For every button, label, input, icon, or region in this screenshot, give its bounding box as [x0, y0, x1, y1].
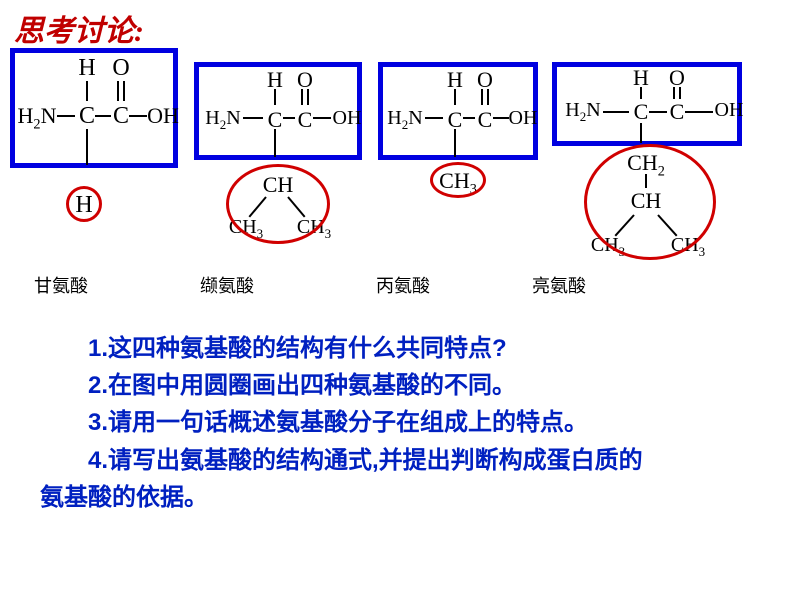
- atom-o: O: [112, 55, 129, 82]
- molecule-name: 甘氨酸: [34, 272, 88, 298]
- question-list: 1.这四种氨基酸的结构有什么共同特点? 2.在图中用圆圈画出四种氨基酸的不同。 …: [40, 330, 770, 516]
- bond: [640, 123, 642, 143]
- structure-box: H O H2N C C OH: [552, 62, 742, 146]
- atom-oh: OH: [333, 107, 362, 130]
- molecule-leucine: H O H2N C C OH CH2 CH CH3 CH3: [552, 48, 752, 168]
- bond: [685, 111, 713, 113]
- bond: [57, 115, 75, 117]
- bond: [425, 117, 443, 119]
- molecule-row: H O H2N C C OH H H O: [10, 48, 752, 168]
- structure-box: H O H2N C C OH: [378, 62, 538, 160]
- bond: [603, 111, 629, 113]
- atom-oh: OH: [147, 103, 179, 129]
- question-4: 4.请写出氨基酸的结构通式,并提出判断构成蛋白质的氨基酸的依据。: [40, 442, 770, 516]
- atom-c: C: [670, 99, 685, 125]
- bond: [95, 115, 111, 117]
- bond: [493, 117, 509, 119]
- molecule-glycine: H O H2N C C OH H: [10, 48, 188, 168]
- r-group-circle: [430, 162, 486, 198]
- bond: [454, 129, 456, 157]
- atom-h2n: H2N: [18, 103, 57, 133]
- bond: [86, 129, 88, 165]
- bond: [463, 117, 475, 119]
- page-title: 思考讨论:: [14, 6, 144, 50]
- atom-c: C: [79, 103, 95, 130]
- atom-oh: OH: [509, 107, 538, 130]
- molecule-valine: H O H2N C C OH CH CH3 CH3: [194, 48, 372, 168]
- atom-c: C: [298, 107, 313, 133]
- structure-box: H O H2N C C OH: [194, 62, 362, 160]
- molecule-name: 缬氨酸: [200, 272, 254, 298]
- bond: [129, 115, 147, 117]
- atom-o: O: [297, 67, 313, 93]
- bond: [649, 111, 667, 113]
- atom-h: H: [78, 55, 95, 82]
- molecule-name: 丙氨酸: [376, 272, 430, 298]
- bond: [274, 129, 276, 157]
- atom-c: C: [113, 103, 129, 130]
- question-1: 1.这四种氨基酸的结构有什么共同特点?: [40, 330, 770, 367]
- r-group-circle: [66, 186, 102, 222]
- bond: [313, 117, 331, 119]
- question-3: 3.请用一句话概述氨基酸分子在组成上的特点。: [40, 404, 770, 441]
- bond: [283, 117, 295, 119]
- atom-c: C: [634, 99, 649, 125]
- atom-h2n: H2N: [565, 99, 600, 125]
- structure-box: H O H2N C C OH: [10, 48, 178, 168]
- molecule-alanine: H O H2N C C OH CH3: [378, 48, 546, 168]
- molecule-name: 亮氨酸: [532, 272, 586, 298]
- bond: [640, 87, 642, 99]
- question-2: 2.在图中用圆圈画出四种氨基酸的不同。: [40, 367, 770, 404]
- r-group-circle: [584, 144, 716, 260]
- r-group-circle: [226, 164, 330, 244]
- bond: [454, 89, 456, 105]
- atom-c: C: [478, 107, 493, 133]
- atom-o: O: [669, 65, 685, 91]
- bond: [86, 81, 88, 101]
- atom-h2n: H2N: [205, 107, 240, 133]
- atom-o: O: [477, 67, 493, 93]
- atom-h2n: H2N: [387, 107, 422, 133]
- bond: [274, 89, 276, 105]
- bond: [243, 117, 263, 119]
- atom-oh: OH: [715, 99, 744, 122]
